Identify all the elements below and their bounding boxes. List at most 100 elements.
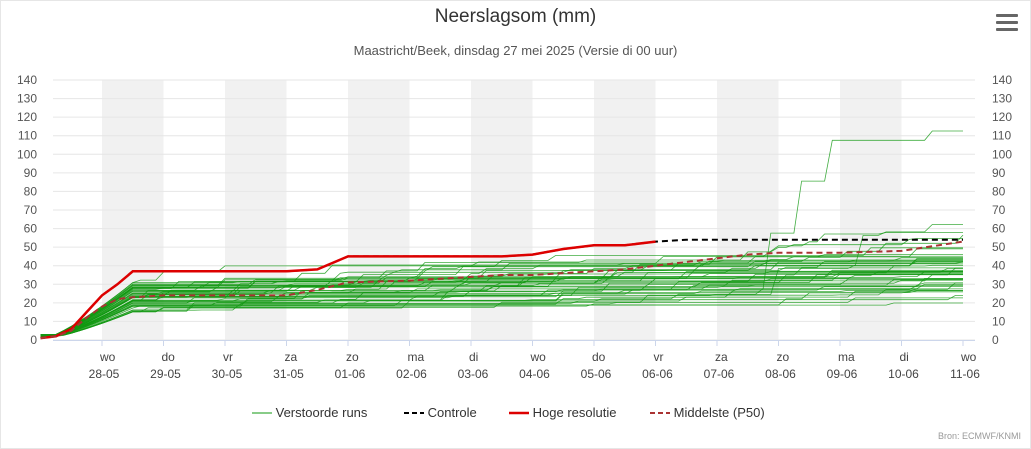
- x-axis-labels: wo 28-05 do 29-05 vr 30-05 za 31-05 zo 01-06 ma 02-…: [89, 340, 980, 381]
- ensemble-run-line: [40, 302, 963, 338]
- x-tick-label-date: 31-05: [273, 367, 304, 381]
- x-tick-label-day: wo: [99, 350, 116, 364]
- ensemble-run-line: [40, 271, 963, 335]
- y-tick-label-right: 60: [992, 222, 1006, 236]
- ensemble-run-line: [40, 290, 963, 337]
- chart-title: Neerslagsom (mm): [434, 6, 597, 27]
- chart-subtitle: Maastricht/Beek, dinsdag 27 mei 2025 (Ve…: [353, 43, 678, 58]
- y-tick-label-right: 0: [992, 333, 999, 347]
- menu-bar: [996, 14, 1018, 17]
- x-tick-label-day: wo: [530, 350, 547, 364]
- legend-swatch-verstoorde-runs: [252, 412, 272, 414]
- menu-bar: [996, 28, 1018, 31]
- legend-swatch-controle: [404, 411, 424, 414]
- legend-label: Hoge resolutie: [532, 405, 617, 421]
- y-tick-label-left: 100: [17, 147, 37, 161]
- x-tick-label-date: 28-05: [89, 367, 120, 381]
- ensemble-run-line: [40, 273, 963, 336]
- ensemble-run-line: [40, 283, 963, 336]
- y-tick-label-right: 110: [992, 129, 1011, 143]
- y-tick-label-right: 140: [992, 73, 1012, 87]
- y-tick-label-left: 30: [24, 277, 38, 291]
- x-tick-label-day: do: [162, 350, 176, 364]
- x-tick-label-day: ma: [408, 350, 425, 364]
- ensemble-run-line: [40, 297, 963, 336]
- y-tick-label-left: 130: [17, 92, 37, 106]
- x-tick-label-date: 29-05: [150, 367, 181, 381]
- x-tick-label-date: 07-06: [704, 367, 735, 381]
- ensemble-run-line: [40, 259, 963, 335]
- legend-swatch-hoge-resolutie: [509, 411, 529, 414]
- legend-item-middelste-p50[interactable]: Middelste (P50): [650, 404, 765, 422]
- y-tick-label-left: 10: [24, 314, 38, 328]
- ensemble-run-line: [40, 260, 963, 336]
- x-tick-label-day: vr: [654, 350, 664, 364]
- main-series: [40, 238, 964, 340]
- y-tick-label-right: 100: [992, 147, 1012, 161]
- legend-item-controle[interactable]: Controle: [404, 404, 477, 422]
- x-tick-label-day: zo: [346, 350, 359, 364]
- y-tick-label-right: 10: [992, 314, 1006, 328]
- series-line-middelste-p50: [40, 240, 964, 340]
- ensemble-run-line: [40, 288, 963, 337]
- y-tick-label-left: 60: [24, 222, 38, 236]
- ensemble-run-line: [40, 259, 963, 336]
- y-tick-label-left: 50: [24, 240, 38, 254]
- x-tick-label-day: wo: [960, 350, 977, 364]
- ensemble-run-line: [40, 238, 963, 336]
- y-tick-label-left: 80: [24, 184, 38, 198]
- x-tick-label-date: 09-06: [827, 367, 858, 381]
- legend-label: Middelste (P50): [673, 405, 765, 421]
- x-tick-label-date: 05-06: [581, 367, 612, 381]
- legend-item-verstoorde-runs[interactable]: Verstoorde runs: [252, 404, 367, 422]
- ensemble-run-line: [40, 247, 963, 337]
- y-tick-label-right: 30: [992, 277, 1006, 291]
- x-tick-label-date: 03-06: [458, 367, 489, 381]
- x-tick-label-day: do: [592, 350, 606, 364]
- hamburger-icon[interactable]: [996, 14, 1018, 34]
- y-tick-label-right: 90: [992, 166, 1006, 180]
- y-tick-label-left: 120: [17, 110, 37, 124]
- y-tick-label-right: 70: [992, 203, 1006, 217]
- y-tick-label-left: 20: [24, 296, 38, 310]
- y-tick-label-left: 40: [24, 259, 38, 273]
- ensemble-runs: [40, 130, 964, 338]
- ensemble-run-line: [40, 234, 964, 335]
- y-tick-label-left: 0: [30, 333, 37, 347]
- y-tick-label-left: 70: [24, 203, 38, 217]
- x-tick-label-date: 10-06: [888, 367, 919, 381]
- x-tick-label-date: 01-06: [335, 367, 366, 381]
- x-tick-label-day: di: [900, 350, 909, 364]
- y-tick-label-right: 120: [992, 110, 1012, 124]
- ensemble-run-line: [40, 290, 963, 336]
- x-tick-label-date: 06-06: [642, 367, 673, 381]
- x-tick-label-day: di: [469, 350, 478, 364]
- x-tick-label-day: ma: [838, 350, 855, 364]
- legend-label: Controle: [427, 405, 477, 421]
- ensemble-run-line: [40, 282, 963, 336]
- x-tick-label-day: vr: [223, 350, 233, 364]
- y-tick-label-right: 40: [992, 259, 1006, 273]
- credits-link[interactable]: Bron: ECMWF/KNMI: [937, 431, 1021, 441]
- legend-label: Verstoorde runs: [275, 405, 368, 421]
- x-tick-label-date: 11-06: [950, 367, 980, 381]
- x-tick-label-date: 30-05: [212, 367, 243, 381]
- y-tick-label-right: 20: [992, 296, 1006, 310]
- x-tick-label-date: 08-06: [765, 367, 796, 381]
- menu-bar: [996, 21, 1018, 24]
- x-tick-label-day: za: [715, 350, 728, 364]
- y-tick-label-left: 140: [17, 73, 37, 87]
- x-tick-label-date: 02-06: [396, 367, 427, 381]
- x-tick-label-day: za: [285, 350, 298, 364]
- legend-item-hoge-resolutie[interactable]: Hoge resolutie: [509, 404, 616, 422]
- y-tick-label-right: 130: [992, 92, 1012, 106]
- x-tick-label-date: 04-06: [519, 367, 550, 381]
- y-tick-label-right: 80: [992, 184, 1006, 198]
- x-tick-label-day: zo: [777, 350, 790, 364]
- y-axis-labels: 0 0 10 10 20 20 30 30 40 40 50 50 60 60 70 70 80 80 90 90 10…: [17, 73, 1012, 347]
- series-line-hoge-resolutie: [40, 240, 656, 340]
- legend-swatch-middelste-p50: [650, 411, 670, 414]
- ensemble-run-line: [40, 232, 963, 338]
- y-tick-label-left: 110: [18, 129, 37, 143]
